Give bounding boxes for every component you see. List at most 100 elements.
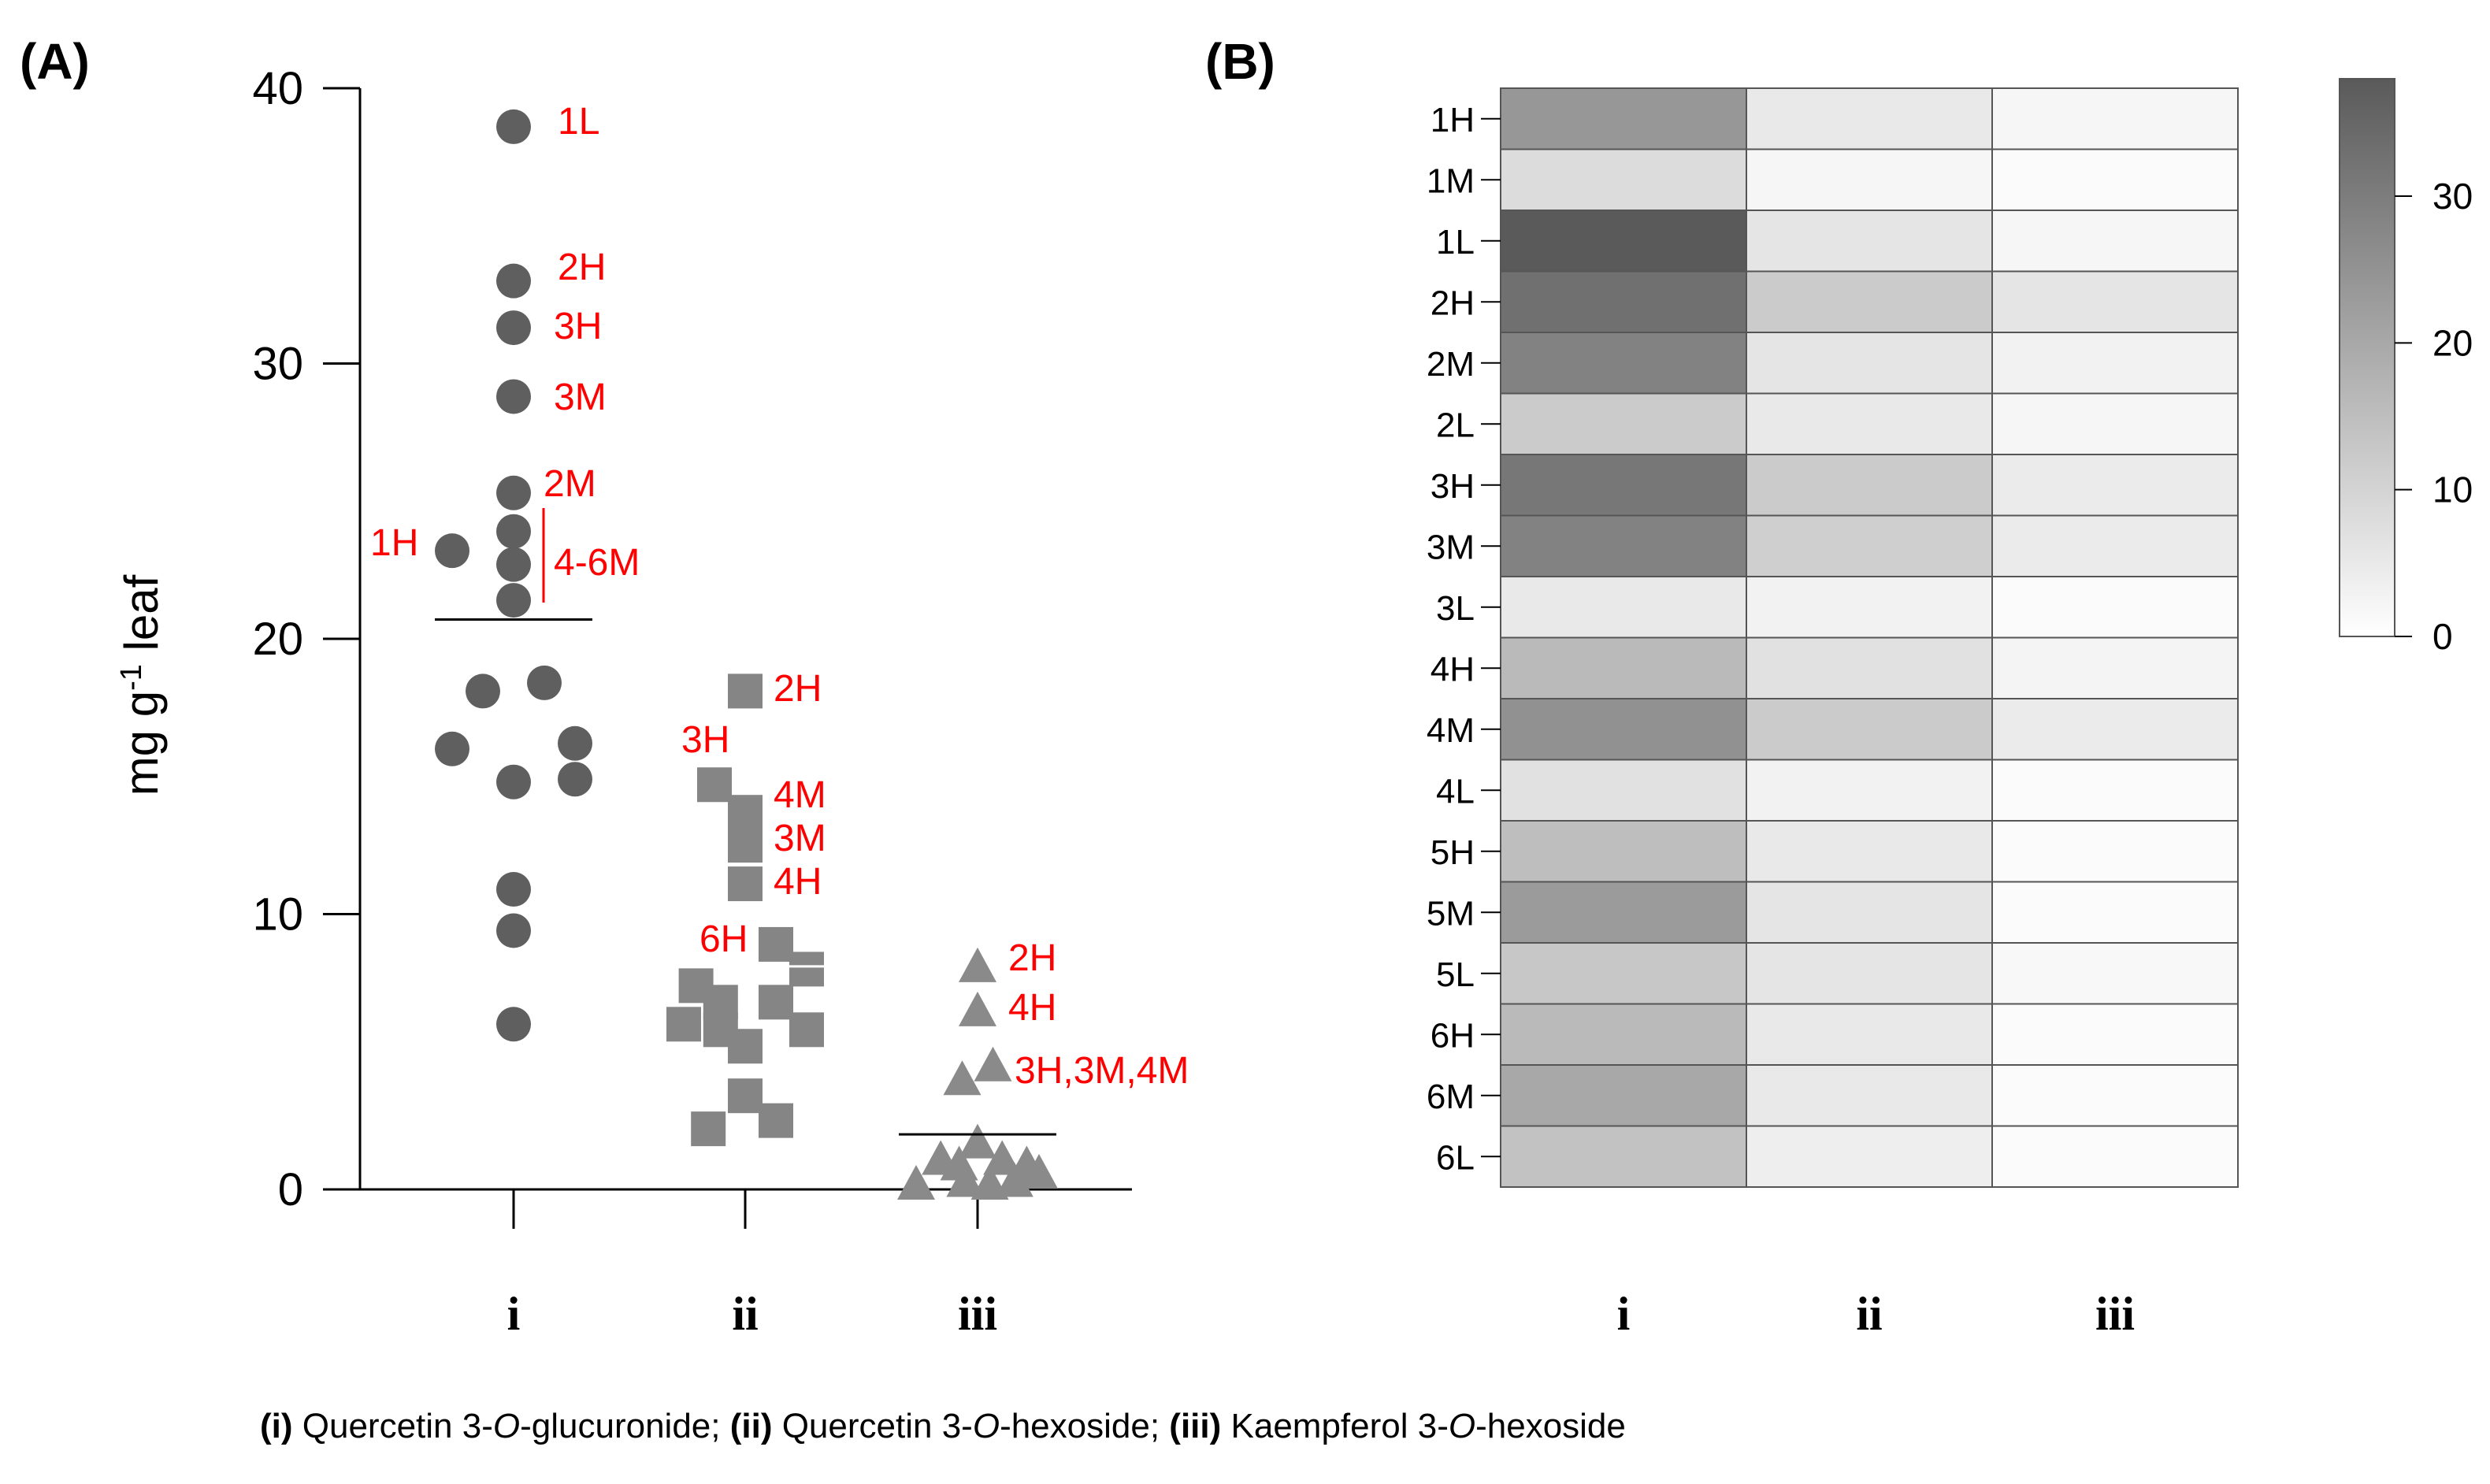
colorbar-tick-label: 0 (2432, 616, 2453, 657)
circle-point (496, 913, 531, 948)
heatmap-cell (1746, 270, 1993, 333)
colorbar-tick-label: 20 (2432, 322, 2473, 363)
colorbar-ticks: 0 10 20 30 (2395, 176, 2473, 657)
heatmap-cell (1500, 881, 1747, 944)
row-label-4M: 4M (1427, 711, 1475, 750)
heatmap-cell (1500, 636, 1747, 699)
row-label-3M: 3M (1427, 528, 1475, 566)
row-label-3H: 3H (1431, 467, 1475, 506)
square-point (759, 1103, 793, 1138)
colorbar-tick-label: 10 (2432, 469, 2473, 510)
row-label-5H: 5H (1431, 833, 1475, 872)
caption-part: (ii) (730, 1407, 773, 1445)
mean-lines (435, 618, 1056, 1136)
heatmap-cell (1746, 87, 1993, 150)
square-point (728, 673, 763, 709)
heatmap-cell (1991, 270, 2239, 333)
circle-point (527, 665, 562, 700)
heatmap-cell (1746, 881, 1993, 944)
heatmap-cell (1991, 514, 2239, 577)
circle-point (496, 263, 531, 299)
annotation-label: 3M (554, 377, 607, 418)
triangle-point (974, 1046, 1012, 1081)
row-label-4H: 4H (1431, 650, 1475, 688)
row-label-5M: 5M (1427, 894, 1475, 933)
column-label-i: i (1617, 1288, 1631, 1340)
heatmap-cell (1746, 148, 1993, 211)
annotation-label: 2H (1008, 937, 1056, 979)
heatmap-cell (1746, 576, 1993, 639)
heatmap-cell (1500, 332, 1747, 395)
heatmap-cell (1991, 881, 2239, 944)
heatmap-row-labels: 1H 1M 1L 2H 2M 2L 3H 3M 3L 4H 4M 4L 5H 5M 5L 6H 6M 6L (1427, 101, 1501, 1177)
heatmap-cell (1500, 210, 1747, 273)
triangle-point (959, 991, 996, 1026)
annotation-label: 3H (681, 719, 729, 761)
heatmap-cell (1991, 332, 2239, 395)
square-point (666, 1007, 701, 1042)
column-label-ii: ii (1856, 1288, 1882, 1340)
heatmap-cell (1991, 698, 2239, 761)
heatmap-cell (1746, 1003, 1993, 1066)
annotation-label: 1H (370, 522, 418, 564)
heatmap-cell (1991, 392, 2239, 455)
heatmap-cell (1500, 514, 1747, 577)
triangle-point (943, 1060, 982, 1096)
annotation-label: 2M (544, 463, 596, 505)
caption-part: Kaempferol 3- (1221, 1407, 1449, 1445)
annotation-label: 2H (558, 247, 606, 288)
caption-part: (i) (260, 1407, 293, 1445)
heatmap-cell (1991, 1125, 2239, 1188)
heatmap-cell (1500, 698, 1747, 761)
category-label-ii: ii (732, 1288, 758, 1340)
heatmap-cell (1991, 1003, 2239, 1066)
annotation-label: 4M (774, 774, 826, 816)
heatmap-cell (1991, 759, 2239, 822)
heatmap-cell (1746, 636, 1993, 699)
caption: (i) Quercetin 3-O-glucuronide; (ii) Quer… (260, 1407, 1626, 1445)
circle-point (558, 762, 592, 797)
square-point (728, 1078, 763, 1114)
heatmap-cell (1746, 514, 1993, 577)
column-label-iii: iii (2095, 1288, 2135, 1340)
circle-point (496, 872, 531, 907)
circle-point (435, 731, 469, 766)
heatmap-cell (1991, 576, 2239, 639)
heatmap-cell (1746, 759, 1993, 822)
y-axis-title-sup: -1 (115, 664, 148, 691)
caption-part: -hexoside; (1000, 1407, 1169, 1445)
row-label-1H: 1H (1431, 101, 1475, 139)
heatmap-column-labels: i ii iii (1617, 1288, 2135, 1340)
y-tick-label: 10 (252, 889, 303, 940)
y-ticks: 0 10 20 30 40 (252, 63, 360, 1215)
y-tick-label: 30 (252, 339, 303, 390)
y-axis-title-main: mg g (115, 691, 168, 796)
row-label-6L: 6L (1436, 1138, 1475, 1177)
triangle-point (897, 1165, 935, 1200)
heatmap-cell (1991, 210, 2239, 273)
caption-part: -glucuronide; (520, 1407, 730, 1445)
heatmap-cell (1500, 148, 1747, 211)
heatmap-cell (1991, 636, 2239, 699)
heatmap-cell (1991, 820, 2239, 883)
heatmap-cell (1746, 1064, 1993, 1127)
row-label-1L: 1L (1436, 223, 1475, 262)
heatmap-cell (1500, 576, 1747, 639)
heatmap-cell (1500, 1125, 1747, 1188)
annotation-label: 2H (774, 668, 822, 710)
y-tick-label: 40 (252, 63, 303, 114)
caption-part: Quercetin 3- (772, 1407, 972, 1445)
circle-point (496, 379, 531, 414)
annotation-label: 1L (558, 101, 599, 143)
heatmap-cell (1500, 270, 1747, 333)
square-point (789, 1012, 824, 1048)
triangle-point (1008, 1145, 1046, 1181)
heatmap-cells (1500, 87, 2239, 1188)
triangle-point (959, 947, 996, 982)
y-axis-title-tail: leaf (115, 574, 168, 664)
row-label-2M: 2M (1427, 345, 1475, 384)
row-label-6M: 6M (1427, 1078, 1475, 1116)
row-label-2L: 2L (1436, 406, 1475, 444)
